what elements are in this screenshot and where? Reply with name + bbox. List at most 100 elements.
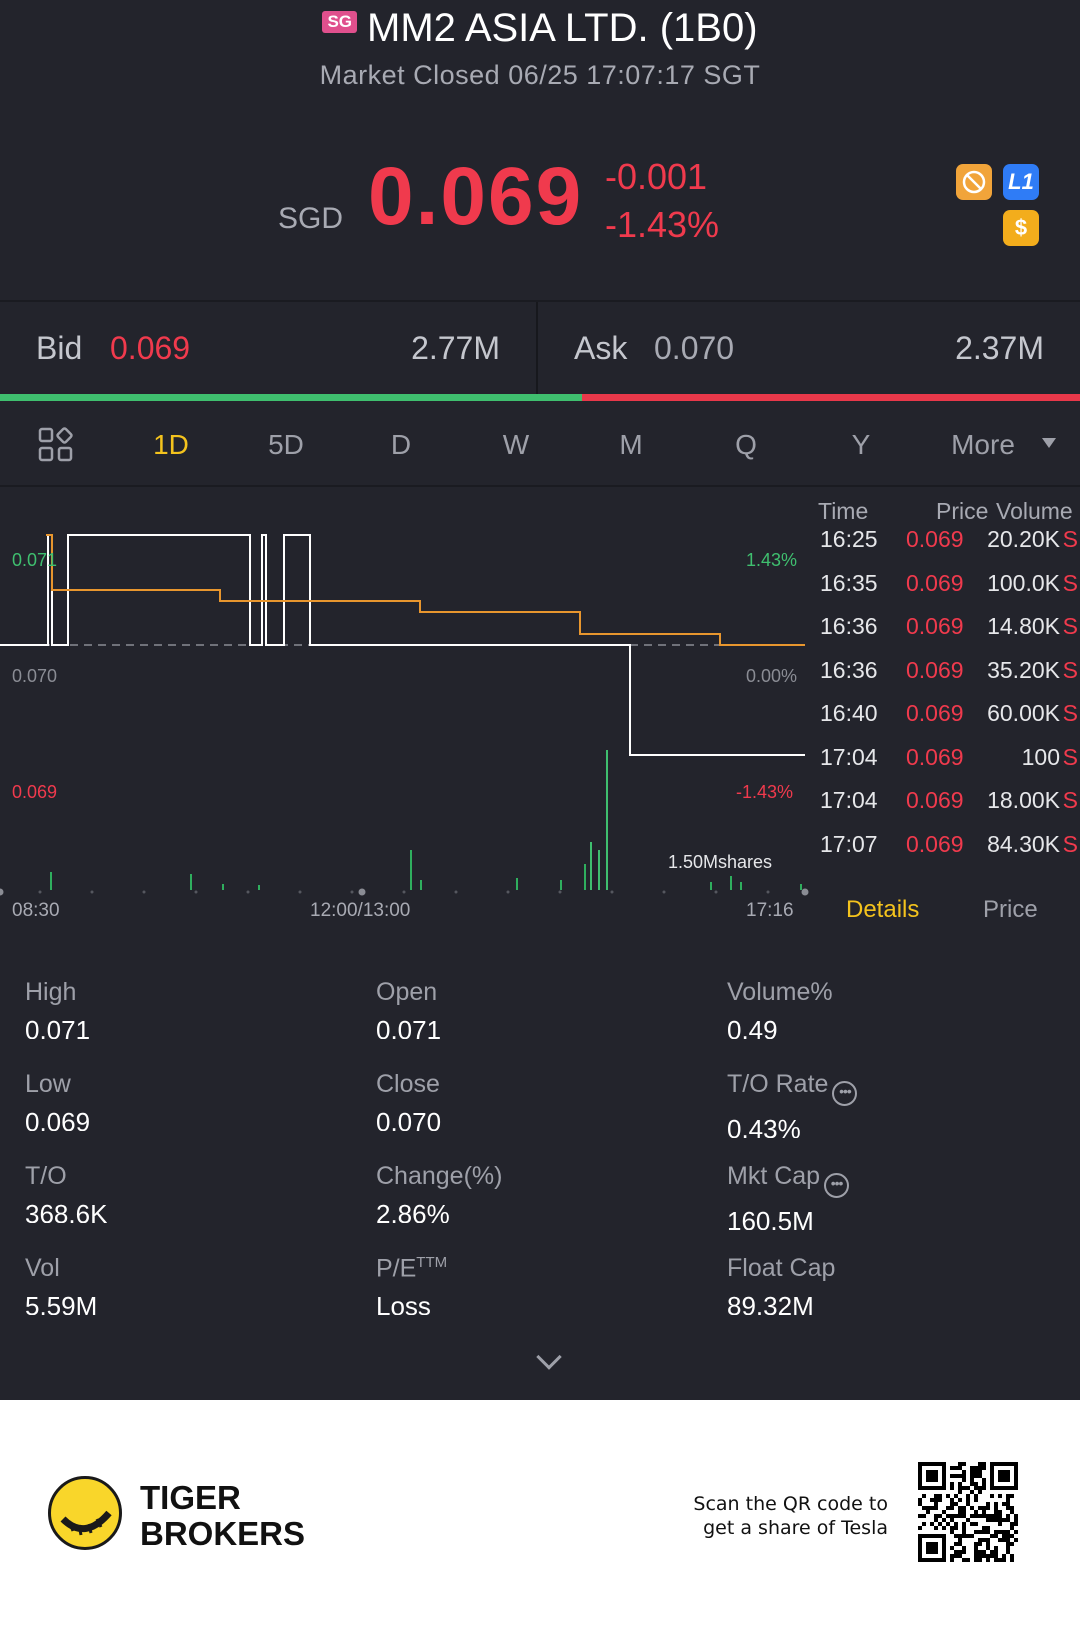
- stat-volume-pct: Volume% 0.49: [727, 978, 833, 1039]
- qr-module: [970, 1474, 974, 1478]
- y-pct-high: 1.43%: [746, 550, 798, 570]
- qr-module: [1002, 1558, 1006, 1562]
- tab-details[interactable]: Details: [846, 896, 920, 923]
- axis-tick-dot: [610, 890, 614, 894]
- trade-volume: 20.20K: [987, 526, 1060, 552]
- qr-module: [918, 1502, 922, 1506]
- volume-bar: [590, 842, 592, 890]
- dollar-icon[interactable]: $: [1003, 210, 1039, 246]
- qr-module: [1010, 1526, 1014, 1530]
- more-info-icon[interactable]: •••: [832, 1081, 858, 1106]
- qr-module: [974, 1546, 978, 1550]
- qr-module: [994, 1514, 998, 1518]
- trade-row: 16:40 0.069 60.00K S: [812, 700, 1080, 745]
- qr-module: [954, 1474, 958, 1478]
- qr-module: [978, 1462, 982, 1466]
- qr-module: [982, 1482, 986, 1486]
- qr-module: [966, 1498, 970, 1502]
- stat-open: Open 0.071: [376, 978, 441, 1039]
- qr-module: [938, 1514, 942, 1518]
- qr-module: [958, 1474, 962, 1478]
- qr-module: [1014, 1538, 1018, 1542]
- tab-d[interactable]: D: [390, 429, 412, 460]
- qr-code-icon: [918, 1462, 1018, 1562]
- stat-low: Low 0.069: [25, 1070, 90, 1131]
- qr-module: [978, 1466, 982, 1470]
- stat-value: 5.59M: [25, 1291, 98, 1315]
- qr-module: [978, 1490, 982, 1494]
- grid-layout-icon[interactable]: [38, 427, 74, 463]
- tab-w[interactable]: W: [502, 429, 530, 460]
- stat-label: P/E: [376, 1254, 417, 1283]
- level1-icon[interactable]: L1: [1003, 164, 1039, 200]
- time-and-sales[interactable]: Time Price Volume 16:25 0.069 20.20K S 16:35…: [812, 490, 1080, 890]
- qr-module: [970, 1466, 974, 1470]
- qr-module: [970, 1506, 974, 1510]
- qr-finder-core: [926, 1542, 938, 1554]
- qr-module: [1002, 1554, 1006, 1558]
- tab-price[interactable]: Price: [983, 896, 1038, 923]
- qr-module: [974, 1494, 978, 1498]
- trade-side: S: [1062, 787, 1078, 813]
- stat-change-pct: Change(%) 2.86%: [376, 1162, 502, 1223]
- trade-volume: 35.20K: [987, 656, 1060, 683]
- qr-module: [922, 1522, 926, 1526]
- trade-price: 0.069: [906, 569, 964, 596]
- qr-module: [926, 1510, 930, 1514]
- qr-module: [998, 1530, 1002, 1534]
- bid-cell[interactable]: Bid 0.069 2.77M: [0, 302, 536, 398]
- volume-bar: [584, 864, 586, 890]
- qr-module: [954, 1534, 958, 1538]
- hand-stop-icon[interactable]: [956, 164, 992, 200]
- axis-dot: [358, 888, 366, 896]
- qr-module: [978, 1558, 982, 1562]
- qr-module: [1010, 1554, 1014, 1558]
- period-tabs: 1D 5D D W M Q Y More: [0, 405, 1080, 487]
- qr-module: [918, 1526, 922, 1530]
- tab-5d[interactable]: 5D: [268, 429, 304, 460]
- qr-module: [970, 1514, 974, 1518]
- qr-module: [958, 1486, 962, 1490]
- tab-y[interactable]: Y: [851, 429, 871, 460]
- tab-m[interactable]: M: [619, 429, 643, 460]
- qr-module: [978, 1554, 982, 1558]
- qr-module: [1006, 1494, 1010, 1498]
- qr-module: [1014, 1518, 1018, 1522]
- trade-time: 17:04: [820, 743, 878, 770]
- qr-module: [986, 1530, 990, 1534]
- qr-module: [922, 1506, 926, 1510]
- qr-module: [982, 1538, 986, 1542]
- more-dropdown-icon[interactable]: [1042, 438, 1056, 448]
- qr-module: [946, 1514, 950, 1518]
- qr-module: [986, 1502, 990, 1506]
- col-price: Price: [936, 498, 989, 524]
- tab-1d[interactable]: 1D: [153, 429, 189, 460]
- qr-module: [1010, 1522, 1014, 1526]
- qr-module: [986, 1558, 990, 1562]
- qr-module: [1002, 1534, 1006, 1538]
- trade-price: 0.069: [906, 787, 964, 813]
- qr-module: [990, 1518, 994, 1522]
- time-start: 08:30: [12, 900, 60, 921]
- y-label-ref: 0.070: [12, 666, 58, 686]
- stat-value: 0.071: [376, 1015, 442, 1039]
- tab-q[interactable]: Q: [735, 429, 757, 460]
- ask-cell[interactable]: Ask 0.070 2.37M: [538, 302, 1080, 398]
- trade-side: S: [1062, 656, 1078, 683]
- volume-bar: [258, 885, 260, 890]
- qr-module: [1010, 1510, 1014, 1514]
- qr-module: [990, 1534, 994, 1538]
- qr-module: [998, 1522, 1002, 1526]
- tab-more[interactable]: More: [951, 429, 1015, 460]
- more-info-icon[interactable]: •••: [824, 1173, 850, 1198]
- intraday-chart[interactable]: 0.071 0.070 0.069 1.43% 0.00% -1.43% 1.5…: [0, 490, 810, 930]
- qr-module: [954, 1494, 958, 1498]
- stock-name: MM2 ASIA LTD. (1B0): [367, 6, 758, 50]
- qr-module: [958, 1514, 962, 1518]
- qr-module: [962, 1486, 966, 1490]
- qr-module: [930, 1498, 934, 1502]
- expand-chevron-icon[interactable]: [536, 1344, 562, 1370]
- stat-value: 160.5M: [727, 1206, 814, 1230]
- stat-label: T/O: [25, 1162, 67, 1190]
- qr-module: [954, 1522, 958, 1526]
